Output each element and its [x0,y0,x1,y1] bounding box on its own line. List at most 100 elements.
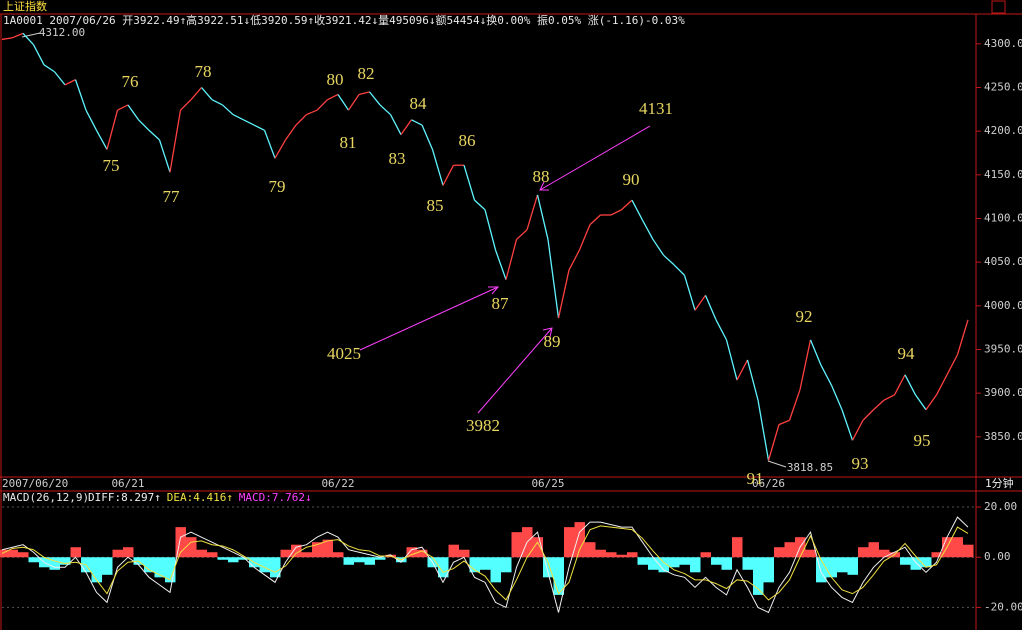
macd-bar [28,557,39,563]
y-tick-label: 3850.00 [984,430,1022,443]
price-segment [411,119,423,126]
macd-bar [616,554,627,558]
macd-bar [154,557,165,578]
x-tick-label: 06/26 [752,477,785,490]
price-segment [138,119,150,131]
macd-bar [343,557,354,565]
price-segment [484,209,497,251]
price-segment [851,419,864,441]
macd-bar [228,557,239,563]
price-segment [631,199,644,221]
price-segment [526,194,539,231]
annotation: 75 [103,156,120,175]
macd-bar [459,549,470,558]
y-tick-label: 0.00 [984,550,1011,563]
price-segment [463,165,476,201]
annotation: 85 [427,196,444,215]
macd-bar [711,557,722,565]
macd-bar [480,557,491,570]
annotation: 84 [410,94,428,113]
price-segment [516,229,528,240]
price-segment [431,149,444,186]
macd-bar [91,557,102,583]
macd-bar [564,527,575,558]
macd-bar [0,549,8,558]
y-tick-label: 4050.00 [984,255,1022,268]
price-segment [663,254,675,266]
macd-bar [952,537,963,558]
macd-bar [742,557,753,570]
macd-bar [868,542,879,558]
annotation: 89 [544,332,561,351]
x-tick-label: 2007/06/20 [2,477,68,490]
macd-bar [732,537,743,558]
macd-line [1,516,969,614]
price-segment [536,194,549,240]
price-segment [127,104,140,121]
price-segment [547,239,560,319]
macd-bar [637,557,648,565]
macd-bar [900,557,911,565]
y-tick-label: 3950.00 [984,342,1022,355]
price-segment [169,110,182,173]
macd-bar [70,547,81,558]
macd-bar [606,552,617,558]
annotation: 4312.00 [39,26,85,39]
price-segment [379,104,391,116]
macd-bar [406,547,417,558]
macd-bar [301,552,312,558]
price-segment [652,239,665,256]
price-segment [746,359,759,401]
price-segment [263,130,276,159]
macd-bar [532,537,543,558]
macd-bar [648,557,659,570]
y-tick-label: 4000.00 [984,299,1022,312]
macd-bar [837,557,848,573]
price-segment [474,199,486,211]
macd-bar [816,557,827,583]
annotation: 79 [269,177,286,196]
window-button[interactable] [991,0,1006,14]
macd-bar [364,557,375,565]
price-segment [295,114,307,126]
macd-bar [112,549,123,558]
price-segment [568,249,581,271]
x-tick-label: 06/25 [531,477,564,490]
price-segment [368,91,381,106]
macd-bar [280,549,291,558]
macd-bar [417,549,428,558]
price-segment [914,394,927,411]
y-tick-label: 3900.00 [984,386,1022,399]
macd-bar [826,557,837,578]
annotation: 95 [914,431,931,450]
macd-bar [627,552,638,558]
annotation: 77 [163,187,181,206]
price-segment [641,219,654,240]
price-segment [180,99,192,111]
price-segment [201,87,213,101]
price-segment [32,44,45,66]
macd-bar [700,552,711,558]
price-segment [12,32,24,39]
period-label: 1分钟 [985,476,1014,490]
macd-bar [144,557,155,573]
macd-bar [805,549,816,558]
macd-bar [322,539,333,558]
macd-bar [910,557,921,570]
macd-bar [196,549,207,558]
price-segment [400,119,413,136]
macd-bar [165,557,176,583]
macd-bar [354,557,365,563]
annotation: 82 [358,64,375,83]
annotation: 78 [195,62,212,81]
price-segment [442,164,455,186]
price-segment [494,249,507,280]
macd-bar [238,557,249,560]
arrow-head [542,327,553,338]
arrows [359,125,651,414]
price-segment [22,32,34,46]
leader-line [767,460,787,468]
price-segment [316,99,328,111]
y-tick-label: -20.00 [984,600,1022,613]
macd-bar [207,552,218,558]
